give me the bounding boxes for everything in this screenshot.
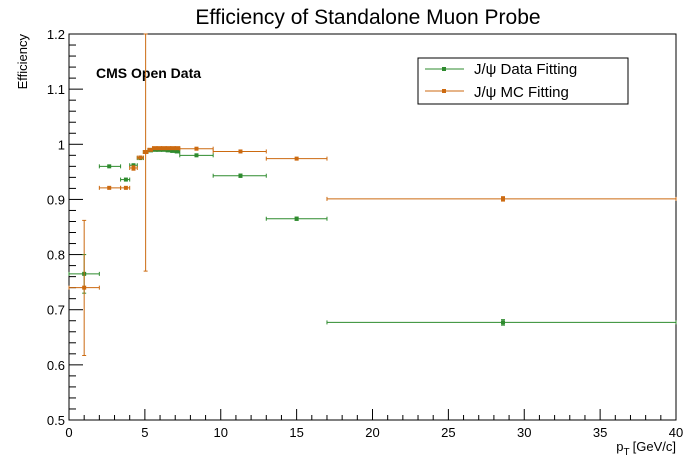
legend-marker-mc — [442, 89, 446, 93]
chart-title: Efficiency of Standalone Muon Probe — [195, 6, 540, 29]
x-tick-label: 30 — [517, 425, 531, 440]
data-point — [136, 155, 144, 160]
point-marker — [194, 146, 199, 151]
data-point — [161, 146, 167, 151]
x-axis-label-main: p — [616, 439, 623, 454]
data-point — [179, 146, 214, 151]
point-marker — [175, 146, 180, 151]
data-point — [98, 185, 122, 190]
y-tick-label: 0.5 — [47, 413, 65, 428]
data-point — [212, 173, 267, 178]
y-tick-label: 0.8 — [47, 248, 65, 263]
legend-label-data: J/ψ Data Fitting — [474, 61, 577, 78]
cms-open-data-label: CMS Open Data — [96, 65, 201, 81]
point-marker — [143, 150, 148, 155]
x-axis-label-sub: T — [624, 447, 630, 458]
point-marker — [82, 285, 87, 290]
point-marker — [238, 173, 243, 178]
point-marker — [194, 153, 199, 158]
data-point — [151, 146, 158, 151]
point-marker — [131, 165, 136, 170]
series-mc-fitting — [68, 33, 677, 356]
point-marker — [138, 155, 143, 160]
y-axis-label: Efficiency — [15, 34, 30, 90]
data-series — [68, 33, 677, 356]
point-marker — [107, 185, 112, 190]
data-point — [156, 146, 163, 151]
data-point — [98, 164, 122, 169]
data-point — [120, 177, 131, 182]
point-marker — [294, 156, 299, 161]
point-marker — [107, 164, 112, 169]
point-marker — [501, 196, 506, 201]
data-point — [129, 165, 138, 171]
x-tick-label: 25 — [441, 425, 455, 440]
x-axis-label-unit: [GeV/c] — [633, 439, 676, 454]
x-tick-label: 5 — [141, 425, 148, 440]
data-point — [165, 146, 172, 151]
point-marker — [170, 148, 175, 153]
point-marker — [501, 320, 506, 325]
point-marker — [131, 163, 136, 168]
y-tick-label: 1 — [58, 137, 65, 152]
point-marker — [170, 146, 175, 151]
y-tick-label: 0.9 — [47, 192, 65, 207]
legend: J/ψ Data Fitting J/ψ MC Fitting — [417, 57, 629, 105]
y-axis-ticks: 0.5 0.6 0.7 0.8 0.9 1 1.1 1.2 — [47, 27, 83, 428]
data-point — [265, 156, 328, 161]
point-marker — [166, 146, 171, 151]
point-marker — [294, 216, 299, 221]
point-marker — [166, 148, 171, 153]
x-tick-label: 15 — [289, 425, 303, 440]
data-point — [265, 216, 328, 221]
data-point — [212, 149, 267, 154]
data-point — [326, 319, 677, 326]
data-point — [147, 147, 153, 152]
point-marker — [175, 149, 180, 154]
point-marker — [148, 147, 153, 152]
x-tick-label: 0 — [65, 425, 72, 440]
point-marker — [152, 146, 157, 151]
data-point — [120, 185, 131, 190]
data-point — [174, 146, 181, 151]
data-point — [326, 196, 677, 202]
legend-marker-data — [442, 67, 446, 71]
series-data-fitting — [68, 147, 677, 326]
x-tick-label: 40 — [669, 425, 683, 440]
y-tick-label: 0.6 — [47, 358, 65, 373]
point-marker — [123, 185, 128, 190]
data-point — [179, 153, 214, 158]
x-tick-label: 35 — [593, 425, 607, 440]
y-tick-label: 1.2 — [47, 27, 65, 42]
x-axis-label: pT [GeV/c] — [616, 439, 676, 458]
point-marker — [123, 177, 128, 182]
y-tick-label: 0.7 — [47, 303, 65, 318]
x-axis-ticks: 0 5 10 15 20 25 30 35 40 — [65, 409, 683, 440]
x-tick-label: 20 — [365, 425, 379, 440]
point-marker — [238, 149, 243, 154]
data-point — [170, 146, 176, 151]
legend-label-mc: J/ψ MC Fitting — [474, 84, 569, 101]
data-point — [68, 219, 100, 356]
y-tick-label: 1.1 — [47, 82, 65, 97]
point-marker — [157, 146, 162, 151]
data-point — [142, 33, 149, 272]
point-marker — [161, 146, 166, 151]
legend-box — [417, 57, 629, 105]
x-tick-label: 10 — [214, 425, 228, 440]
